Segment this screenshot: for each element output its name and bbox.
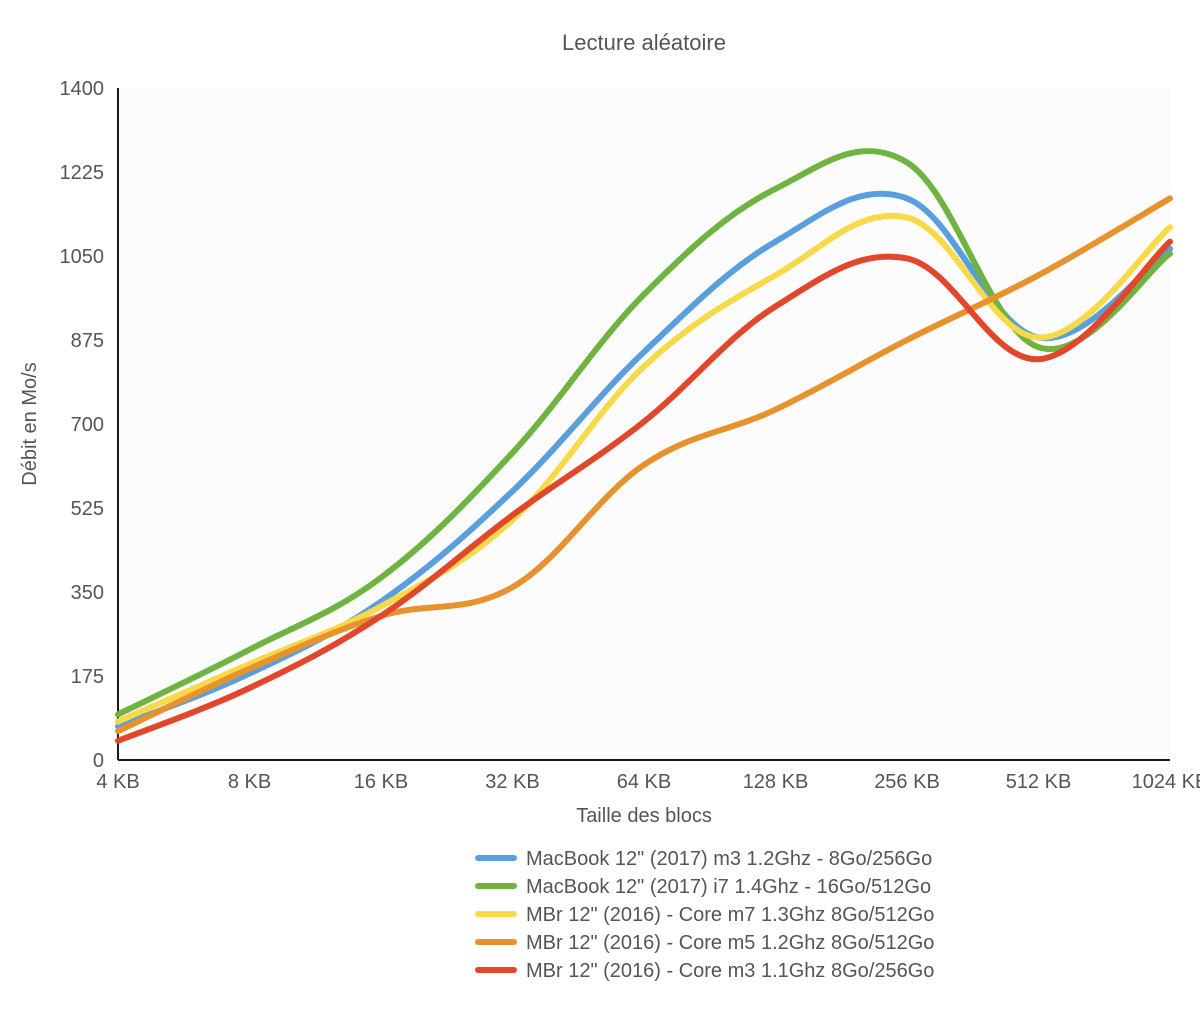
y-tick-label: 350 xyxy=(71,582,104,604)
y-tick-label: 1400 xyxy=(60,78,105,100)
chart-title: Lecture aléatoire xyxy=(562,30,726,55)
x-tick-label: 8 KB xyxy=(228,771,271,793)
x-tick-label: 64 KB xyxy=(617,771,671,793)
legend-label: MacBook 12" (2017) i7 1.4Ghz - 16Go/512G… xyxy=(526,876,931,898)
legend-label: MBr 12" (2016) - Core m7 1.3Ghz 8Go/512G… xyxy=(526,904,934,926)
y-tick-label: 1225 xyxy=(60,162,105,184)
y-axis-label: Débit en Mo/s xyxy=(19,362,41,485)
legend-label: MacBook 12" (2017) m3 1.2Ghz - 8Go/256Go xyxy=(526,848,932,870)
x-tick-label: 4 KB xyxy=(96,771,139,793)
y-tick-label: 525 xyxy=(71,498,104,520)
y-tick-label: 1050 xyxy=(60,246,105,268)
y-tick-label: 875 xyxy=(71,330,104,352)
y-tick-label: 700 xyxy=(71,414,104,436)
x-tick-label: 32 KB xyxy=(485,771,539,793)
y-tick-label: 175 xyxy=(71,666,104,688)
legend-label: MBr 12" (2016) - Core m5 1.2Ghz 8Go/512G… xyxy=(526,932,934,954)
x-axis-label: Taille des blocs xyxy=(576,805,712,827)
line-chart: Lecture aléatoire 0 175 350 525 700 875 1050 122… xyxy=(0,0,1200,1009)
x-tick-label: 256 KB xyxy=(874,771,940,793)
legend-label: MBr 12" (2016) - Core m3 1.1Ghz 8Go/256G… xyxy=(526,960,934,982)
x-tick-label: 16 KB xyxy=(354,771,408,793)
y-tick-label: 0 xyxy=(93,750,104,772)
x-tick-label: 1024 KB xyxy=(1132,771,1200,793)
x-tick-label: 512 KB xyxy=(1006,771,1072,793)
x-tick-label: 128 KB xyxy=(743,771,809,793)
